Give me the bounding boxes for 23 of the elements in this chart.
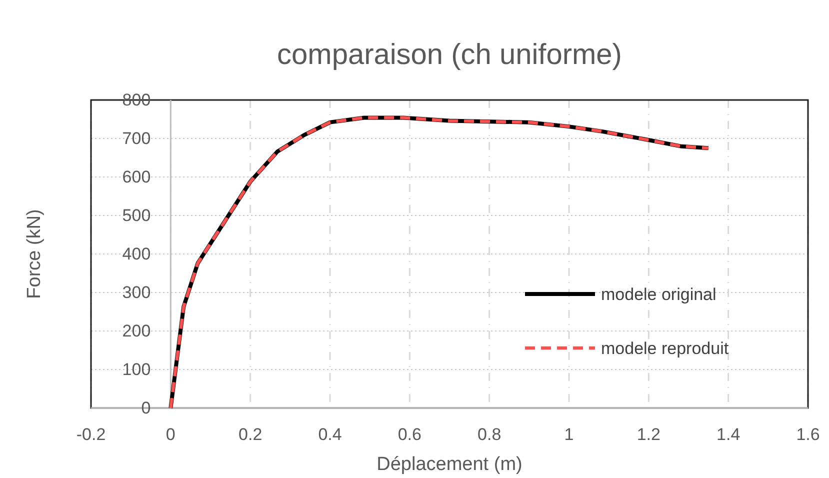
x-tick-label: 0 bbox=[166, 425, 176, 444]
y-tick-label: 100 bbox=[122, 360, 151, 379]
x-tick-label: 1.6 bbox=[796, 425, 820, 444]
x-tick-label: 0.8 bbox=[478, 425, 502, 444]
y-tick-label: 200 bbox=[122, 321, 151, 340]
x-tick-label: 1.4 bbox=[716, 425, 740, 444]
y-axis-title: Force (kN) bbox=[24, 209, 45, 299]
y-tick-label: 0 bbox=[141, 398, 151, 418]
y-tick-label: 300 bbox=[122, 282, 151, 302]
legend-label: modele original bbox=[601, 285, 716, 304]
y-tick-label: 700 bbox=[122, 128, 151, 148]
x-axis-title: Déplacement (m) bbox=[376, 454, 522, 475]
y-tick-label: 400 bbox=[122, 244, 151, 264]
x-tick-label: 0.6 bbox=[398, 425, 422, 444]
x-tick-label: -0.2 bbox=[76, 425, 106, 444]
x-tick-label: 1.2 bbox=[636, 425, 660, 444]
x-tick-label: 1 bbox=[564, 425, 574, 444]
y-tick-label: 600 bbox=[122, 167, 151, 186]
legend-label: modele reproduit bbox=[601, 339, 729, 358]
x-tick-label: 0.4 bbox=[318, 425, 342, 444]
chart-title: comparaison (ch uniforme) bbox=[277, 39, 622, 71]
x-tick-label: 0.2 bbox=[238, 425, 262, 444]
y-tick-label: 500 bbox=[122, 206, 151, 225]
